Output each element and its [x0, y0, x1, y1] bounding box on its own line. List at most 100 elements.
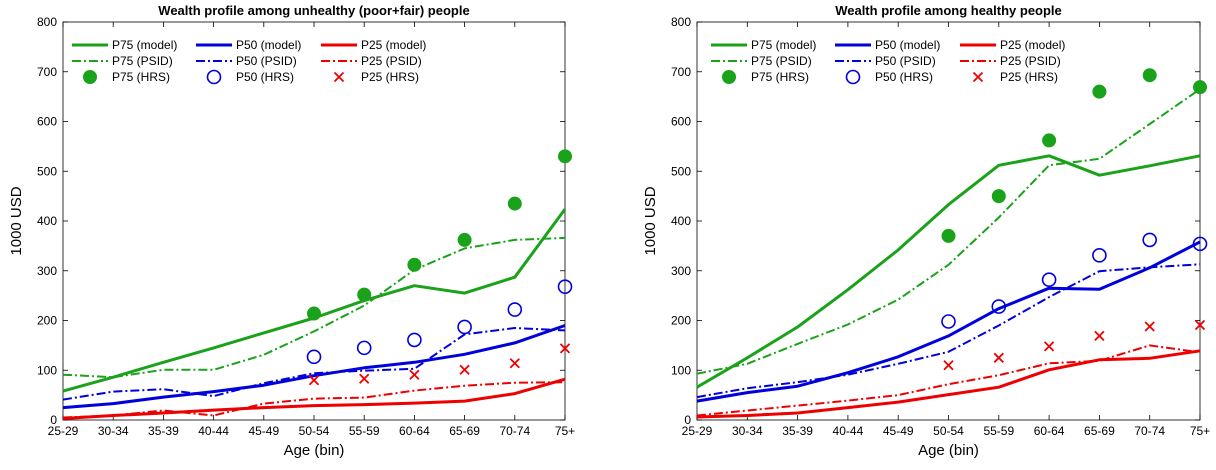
x-tick-label: 30-34 — [732, 424, 763, 438]
data-point — [356, 340, 372, 356]
x-tick-label: 35-39 — [782, 424, 813, 438]
y-tick-label: 800 — [37, 15, 57, 29]
x-tick-label: 65-69 — [1084, 424, 1115, 438]
x-axis-label: Age (bin) — [284, 442, 345, 459]
legend: P75 (model) P50 (model) P25 (model) P75 (PS… — [711, 38, 1065, 85]
legend-entry: P50 (PSID) — [196, 54, 297, 68]
series-p25-hrs — [308, 343, 571, 386]
legend-label: P50 (model) — [236, 38, 301, 52]
x-tick-label: 65-69 — [449, 424, 480, 438]
legend-entry: P25 (HRS) — [972, 70, 1058, 84]
x-tick-label: 40-44 — [833, 424, 864, 438]
series-p50-hrs — [941, 232, 1208, 329]
x-tick-label: 50-54 — [299, 424, 330, 438]
data-point — [1194, 319, 1206, 331]
x-tick-label: 40-44 — [198, 424, 229, 438]
x-tick-label: 75+ — [555, 424, 575, 438]
series-p25-model — [696, 349, 1201, 419]
series-p50-model — [62, 324, 566, 410]
legend-marker — [206, 69, 222, 85]
data-point — [1144, 321, 1155, 332]
series-p50-psid — [696, 263, 1201, 399]
data-point — [941, 228, 956, 243]
legend-label: P25 (HRS) — [1000, 70, 1058, 84]
data-point — [359, 373, 370, 384]
legend-label: P25 (model) — [361, 38, 426, 52]
series-p50-hrs — [306, 279, 573, 365]
y-tick-label: 700 — [671, 65, 691, 79]
legend-entry: P25 (PSID) — [321, 54, 422, 68]
y-tick-label: 0 — [50, 413, 57, 427]
x-tick-label: 70-74 — [499, 424, 530, 438]
data-point — [941, 314, 956, 329]
legend-label: P50 (PSID) — [236, 54, 297, 68]
series-p50-psid — [62, 327, 566, 401]
x-axis-label: Age (bin) — [918, 442, 979, 459]
legend-entry: P25 (model) — [321, 38, 426, 52]
data-point — [557, 279, 573, 294]
y-tick-label: 500 — [37, 164, 57, 178]
series-line — [696, 88, 1201, 375]
data-point — [357, 287, 372, 302]
y-tick-label: 800 — [671, 15, 691, 29]
data-point — [1042, 133, 1057, 148]
data-point — [1142, 232, 1157, 248]
series-line — [62, 377, 566, 420]
x-tick-label: 55-59 — [349, 424, 380, 438]
legend-entry: P75 (model) — [72, 38, 177, 52]
legend-label: P75 (PSID) — [751, 54, 812, 68]
chart-1: Wealth profile among unhealthy (poor+fai… — [8, 3, 575, 459]
data-point — [991, 189, 1006, 204]
legend-marker — [972, 71, 984, 83]
legend-entry: P50 (model) — [835, 38, 940, 52]
legend-label: P25 (HRS) — [361, 70, 419, 84]
y-tick-label: 200 — [671, 314, 691, 328]
data-point — [507, 196, 522, 211]
data-point — [1142, 68, 1157, 83]
series-line — [696, 344, 1201, 417]
legend-label: P25 (PSID) — [1000, 54, 1061, 68]
legend-entry: P50 (HRS) — [206, 69, 294, 85]
legend-marker — [333, 71, 345, 83]
legend-label: P75 (HRS) — [751, 70, 809, 84]
y-tick-label: 700 — [37, 65, 57, 79]
legend-label: P50 (HRS) — [875, 70, 933, 84]
y-tick-label: 300 — [37, 264, 57, 278]
chart-title: Wealth profile among unhealthy (poor+fai… — [158, 3, 469, 18]
series-line — [62, 324, 566, 410]
series-line — [62, 236, 566, 379]
y-tick-label: 0 — [684, 413, 691, 427]
data-point — [308, 375, 320, 386]
x-tick-label: 60-64 — [1034, 424, 1065, 438]
data-point — [1193, 80, 1207, 95]
x-tick-label: 50-54 — [933, 424, 964, 438]
data-point — [457, 232, 472, 247]
x-tick-label: 25-29 — [682, 424, 713, 438]
series-p75-psid — [696, 88, 1201, 375]
legend-entry: P50 (model) — [196, 38, 301, 52]
legend-entry: P75 (HRS) — [722, 70, 809, 84]
legend-entry: P25 (model) — [960, 38, 1065, 52]
data-point — [1043, 341, 1055, 352]
data-point — [407, 257, 422, 272]
legend-entry: P25 (PSID) — [960, 54, 1061, 68]
data-point — [306, 349, 322, 365]
data-point — [1041, 272, 1057, 288]
y-tick-label: 600 — [671, 115, 691, 129]
series-p50-model — [696, 240, 1201, 403]
data-point — [1092, 84, 1107, 99]
legend: P75 (model) P50 (model) P25 (model) P75 (PS… — [72, 38, 426, 85]
y-tick-label: 500 — [671, 164, 691, 178]
chart-title: Wealth profile among healthy people — [835, 3, 1062, 18]
x-tick-label: 60-64 — [399, 424, 430, 438]
data-point — [1192, 236, 1208, 252]
y-tick-label: 400 — [37, 214, 57, 228]
x-tick-label: 75+ — [1190, 424, 1210, 438]
series-line — [62, 327, 566, 401]
legend-entry: P50 (PSID) — [835, 54, 936, 68]
y-tick-label: 600 — [37, 115, 57, 129]
y-tick-label: 200 — [37, 314, 57, 328]
series-p25-psid — [62, 381, 566, 419]
series-line — [696, 349, 1201, 419]
series-p75-model — [696, 154, 1201, 389]
